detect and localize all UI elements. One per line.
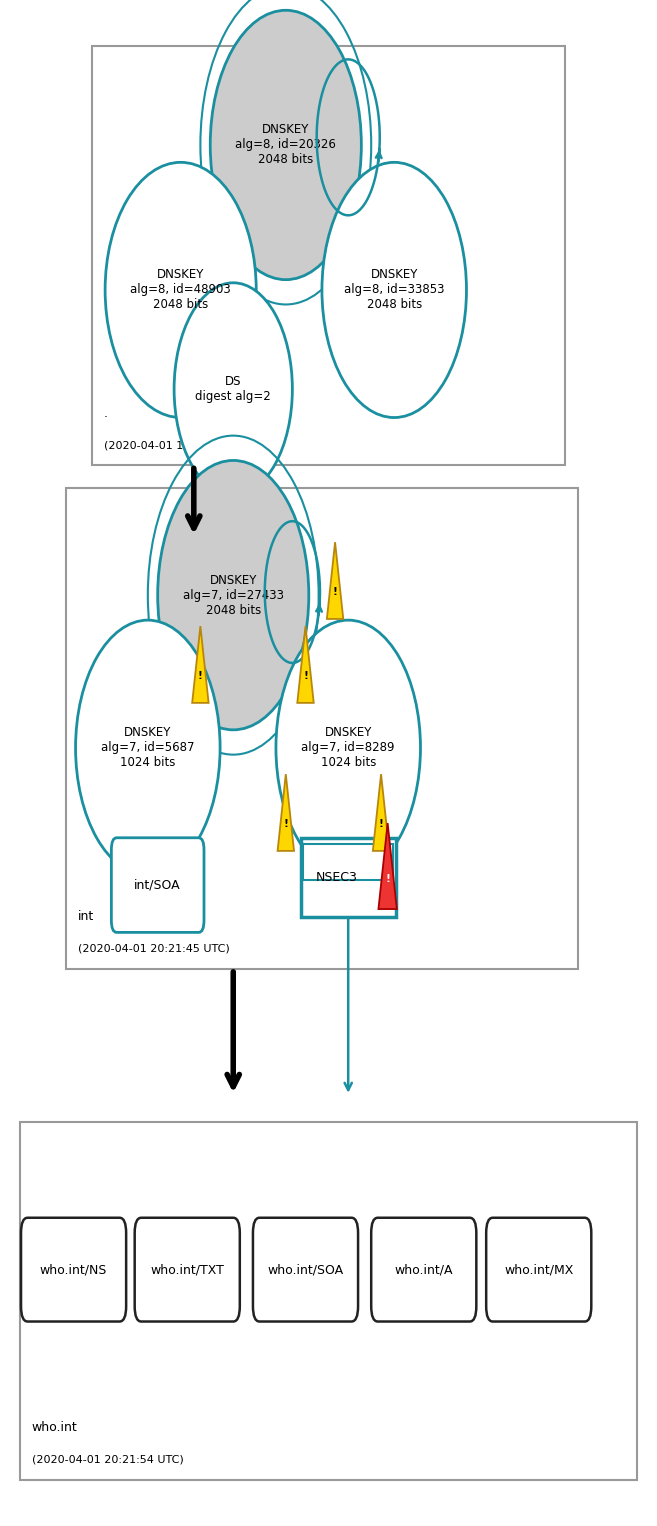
Ellipse shape (174, 282, 292, 496)
Ellipse shape (105, 162, 256, 418)
Text: DNSKEY
alg=7, id=5687
1024 bits: DNSKEY alg=7, id=5687 1024 bits (101, 726, 194, 769)
Text: (2020-04-01 19:34:46 UTC): (2020-04-01 19:34:46 UTC) (104, 439, 256, 450)
Text: !: ! (332, 588, 338, 597)
Bar (20, 1122, 637, 1480)
Bar (304, 844, 393, 879)
FancyBboxPatch shape (21, 1218, 126, 1322)
FancyBboxPatch shape (486, 1218, 591, 1322)
Polygon shape (327, 542, 343, 620)
Text: (2020-04-01 20:21:54 UTC): (2020-04-01 20:21:54 UTC) (32, 1454, 183, 1465)
Bar (92, 46, 565, 465)
FancyBboxPatch shape (135, 1218, 240, 1322)
Text: !: ! (378, 819, 384, 829)
Text: who.int/A: who.int/A (394, 1264, 453, 1276)
Text: !: ! (385, 874, 390, 884)
Text: DNSKEY
alg=7, id=27433
2048 bits: DNSKEY alg=7, id=27433 2048 bits (183, 574, 284, 617)
Text: who.int/SOA: who.int/SOA (267, 1264, 344, 1276)
Text: !: ! (303, 671, 308, 681)
Ellipse shape (158, 461, 309, 729)
Text: !: ! (283, 819, 288, 829)
Text: who.int/NS: who.int/NS (40, 1264, 107, 1276)
Ellipse shape (276, 620, 420, 876)
Text: int/SOA: int/SOA (135, 879, 181, 891)
FancyBboxPatch shape (253, 1218, 358, 1322)
Text: (2020-04-01 20:21:45 UTC): (2020-04-01 20:21:45 UTC) (78, 943, 229, 954)
FancyBboxPatch shape (111, 838, 204, 932)
Polygon shape (277, 774, 294, 852)
Text: .: . (104, 406, 108, 420)
Text: DNSKEY
alg=8, id=33853
2048 bits: DNSKEY alg=8, id=33853 2048 bits (344, 269, 444, 311)
Polygon shape (378, 823, 397, 909)
Ellipse shape (76, 620, 220, 876)
Polygon shape (373, 774, 389, 852)
Text: who.int/MX: who.int/MX (504, 1264, 574, 1276)
Text: !: ! (198, 671, 203, 681)
Text: DNSKEY
alg=7, id=8289
1024 bits: DNSKEY alg=7, id=8289 1024 bits (302, 726, 395, 769)
Text: DNSKEY
alg=8, id=48903
2048 bits: DNSKEY alg=8, id=48903 2048 bits (130, 269, 231, 311)
Text: int: int (78, 909, 94, 923)
Bar (300, 838, 396, 917)
Text: DS
digest alg=2: DS digest alg=2 (195, 375, 271, 403)
Text: DNSKEY
alg=8, id=20326
2048 bits: DNSKEY alg=8, id=20326 2048 bits (235, 124, 336, 166)
Polygon shape (192, 626, 209, 703)
Text: NSEC3: NSEC3 (315, 871, 357, 884)
Ellipse shape (322, 162, 466, 418)
Text: who.int/TXT: who.int/TXT (150, 1264, 224, 1276)
Text: who.int: who.int (32, 1421, 78, 1434)
Polygon shape (297, 626, 314, 703)
FancyBboxPatch shape (371, 1218, 476, 1322)
Bar (66, 488, 578, 969)
Ellipse shape (210, 11, 361, 279)
